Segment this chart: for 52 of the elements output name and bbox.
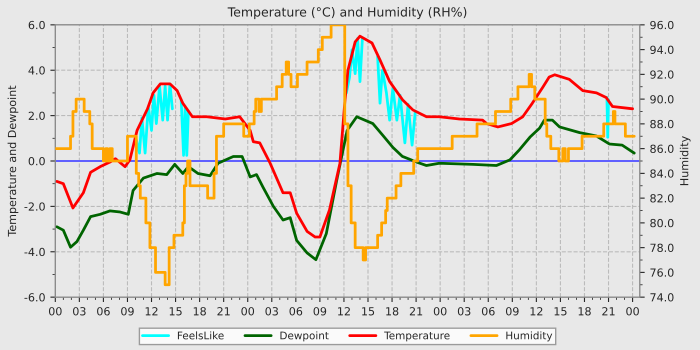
y2-tick-label: 96.0: [650, 20, 674, 30]
y-tick-label: -4.0: [24, 248, 45, 256]
x-tick-label: 00: [48, 307, 62, 316]
legend-label: FeelsLike: [178, 331, 224, 340]
x-tick-label: 00: [626, 307, 639, 316]
x-tick-label: 00: [241, 307, 254, 316]
x-tick-label: 06: [482, 307, 495, 316]
x-tick-label: 15: [554, 307, 567, 316]
y2-tick-label: 80.0: [650, 218, 674, 228]
y-tick-label: -6.0: [24, 293, 45, 302]
y2-tick-label: 78.0: [650, 244, 674, 252]
x-tick-label: 15: [170, 307, 182, 316]
y2-tick-label: 94.0: [650, 46, 674, 54]
chart-title: Temperature (°C) and Humidity (RH%): [228, 7, 466, 20]
x-tick-label: 15: [362, 307, 374, 316]
y-tick-label: -2.0: [24, 202, 45, 211]
x-tick-label: 18: [386, 307, 398, 316]
x-tick-label: 06: [290, 307, 302, 316]
y2-tick-label: 76.0: [650, 268, 674, 277]
x-tick-label: 21: [602, 307, 615, 316]
legend-label: Humidity: [506, 331, 552, 342]
x-tick-label: 03: [458, 307, 470, 316]
x-tick-label: 21: [217, 307, 230, 316]
x-tick-label: 12: [530, 307, 542, 316]
y-axis-title: Temperature and Dewpoint: [8, 86, 18, 237]
legend-label: Dewpoint: [280, 331, 329, 342]
x-tick-label: 18: [578, 307, 591, 316]
y-tick-label: 0.0: [28, 156, 45, 166]
x-tick-label: 03: [265, 307, 278, 316]
y2-tick-label: 92.0: [650, 70, 674, 79]
x-tick-label: 03: [73, 307, 86, 316]
y2-tick-label: 86.0: [650, 144, 674, 153]
y2-tick-label: 84.0: [650, 169, 674, 178]
x-tick-label: 12: [146, 307, 158, 316]
x-tick-label: 00: [434, 307, 446, 316]
y-tick-label: 2.0: [28, 112, 45, 120]
y2-axis-title: Humidity: [680, 136, 691, 186]
x-tick-label: 09: [314, 307, 326, 316]
legend-label: Temperature: [384, 332, 450, 342]
y2-tick-label: 74.0: [650, 293, 674, 302]
y2-tick-label: 82.0: [650, 194, 674, 203]
y-tick-label: 6.0: [28, 20, 45, 30]
y2-tick-label: 88.0: [650, 120, 674, 128]
x-tick-label: 21: [410, 307, 422, 316]
x-tick-label: 12: [338, 307, 350, 316]
line-series: [56, 34, 634, 238]
x-tick-label: 06: [97, 307, 110, 316]
y2-tick-label: 90.0: [650, 95, 674, 104]
x-tick-label: 09: [506, 307, 519, 316]
x-tick-label: 09: [121, 307, 134, 316]
y-tick-label: 4.0: [28, 66, 45, 75]
x-tick-label: 18: [194, 307, 206, 316]
